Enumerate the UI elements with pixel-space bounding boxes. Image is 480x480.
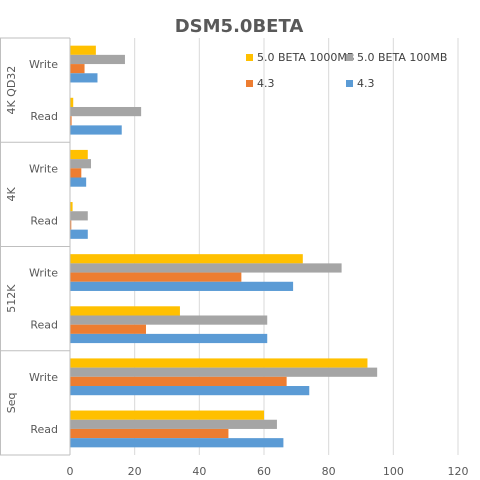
x-tick-label: 100: [383, 465, 404, 478]
x-tick-label: 120: [448, 465, 469, 478]
bar: [70, 202, 73, 212]
bar: [70, 315, 268, 325]
x-tick-label: 60: [257, 465, 271, 478]
bar: [70, 333, 268, 344]
bar: [70, 220, 72, 230]
bar: [70, 367, 378, 377]
bar: [70, 254, 303, 264]
x-tick-label: 80: [322, 465, 336, 478]
legend-label: 4.3: [357, 77, 375, 90]
legend: 5.0 BETA 1000MB 5.0 BETA 100MB 4.3 4.3: [246, 51, 447, 90]
legend-label: 4.3: [257, 77, 275, 90]
bar: [70, 159, 92, 169]
y-category-label: Read: [30, 423, 58, 436]
legend-label: 5.0 BETA 1000MB: [257, 51, 354, 64]
bar: [70, 73, 98, 83]
y-group-label: 4K QD32: [5, 66, 18, 115]
legend-swatch: [346, 80, 353, 87]
x-tick-label: 0: [67, 465, 74, 478]
bar: [70, 116, 72, 126]
bar: [70, 168, 82, 178]
bar: [70, 306, 180, 316]
legend-swatch: [246, 54, 253, 61]
y-category-label: Write: [29, 267, 58, 280]
x-tick-label: 40: [192, 465, 206, 478]
bar: [70, 281, 294, 291]
bar: [70, 358, 368, 368]
x-tick-label: 20: [128, 465, 142, 478]
bar: [70, 64, 85, 74]
bar: [70, 229, 88, 239]
y-group-label: 512K: [5, 284, 18, 313]
bar: [70, 177, 87, 187]
bar: [70, 211, 88, 221]
chart-title: DSM5.0BETA: [175, 16, 304, 37]
bars: [70, 45, 378, 448]
y-category-label: Write: [29, 371, 58, 384]
y-category-label: Write: [29, 162, 58, 175]
bar: [70, 324, 146, 334]
bar: [70, 410, 264, 420]
bar: [70, 419, 277, 429]
bar: [70, 438, 284, 448]
y-group-label: Seq: [5, 393, 18, 414]
bar: [70, 149, 88, 160]
bar: [70, 125, 122, 135]
legend-swatch: [246, 80, 253, 87]
y-category-label: Read: [30, 319, 58, 332]
y-group-label: 4K: [5, 186, 18, 201]
legend-label: 5.0 BETA 100MB: [357, 51, 447, 64]
bar: [70, 272, 242, 282]
bar: [70, 263, 342, 273]
bar: [70, 428, 229, 439]
bar: [70, 376, 287, 387]
y-category-label: Write: [29, 58, 58, 71]
bar: [70, 386, 310, 396]
bar: [70, 45, 96, 55]
y-category-label: Read: [30, 110, 58, 123]
y-category-label: Read: [30, 214, 58, 227]
bar: [70, 97, 74, 107]
bar: [70, 54, 125, 65]
bar: [70, 106, 142, 117]
legend-swatch: [346, 54, 353, 61]
axes: 0 20 40 60 80 100 120 Write Read Write Read Write Re…: [0, 37, 469, 478]
